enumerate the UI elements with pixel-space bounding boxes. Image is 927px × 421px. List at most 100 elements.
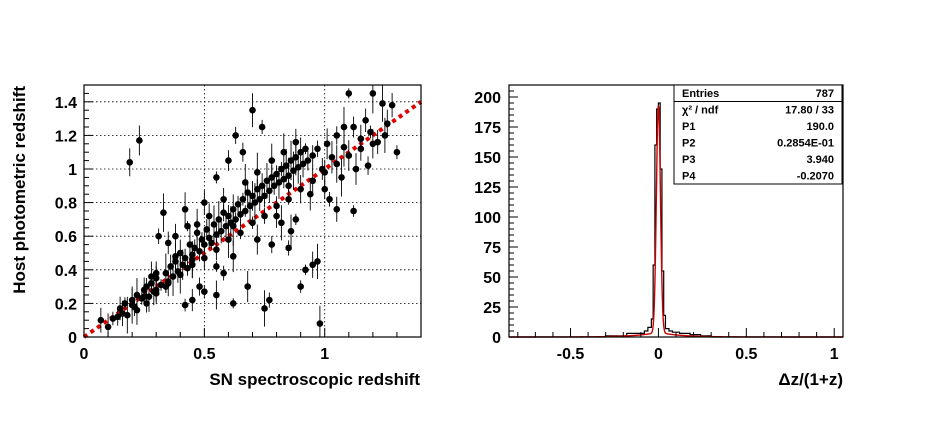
scatter-point [181, 254, 189, 262]
scatter-point [167, 263, 174, 270]
scatter-point [297, 283, 304, 290]
scatter-point [121, 300, 129, 307]
scatter-point [333, 206, 341, 213]
scatter-point [273, 212, 280, 220]
scatter-y-tick-label: 1.2 [55, 128, 77, 145]
scatter-point [126, 158, 134, 166]
scatter-y-ticks: 0 0.2 0.4 0.6 0.8 1 1.2 1.4 [55, 84, 93, 347]
scatter-point [302, 145, 309, 153]
histogram-y-tick-label: 200 [474, 90, 501, 107]
scatter-point [116, 305, 124, 312]
scatter-point [321, 185, 329, 193]
scatter-point [237, 229, 244, 237]
scatter-point [155, 232, 162, 240]
scatter-point [333, 160, 341, 168]
scatter-point [160, 209, 167, 216]
scatter-x-tick-label: 0.5 [193, 346, 215, 363]
scatter-point [251, 199, 259, 206]
scatter-point [350, 207, 357, 215]
scatter-point [273, 170, 280, 178]
scatter-point [393, 148, 401, 156]
scatter-point [176, 249, 184, 257]
scatter-point [309, 152, 316, 159]
scatter-point [384, 120, 391, 127]
stats-row-value: -0.2070 [797, 171, 834, 183]
scatter-point [239, 148, 247, 156]
scatter-point [273, 202, 280, 210]
scatter-point [275, 179, 283, 186]
histogram-x-axis-label: Δz/(1+z) [778, 370, 843, 389]
scatter-point [299, 160, 307, 168]
scatter-point [172, 253, 179, 260]
scatter-point [229, 300, 237, 307]
scatter-point [340, 143, 348, 151]
scatter-point [143, 283, 150, 290]
scatter-y-tick-label: 0.8 [55, 196, 77, 213]
scatter-point [184, 264, 191, 272]
stats-row-label: χ² / ndf [682, 105, 719, 117]
scatter-point [196, 248, 203, 255]
scatter-panel: 0 0.5 1 00.20.40.60.811.21.4 SN spectrosco… [10, 84, 423, 389]
scatter-point [290, 167, 297, 174]
scatter-point [164, 279, 172, 287]
scatter-point [285, 195, 292, 203]
scatter-point [229, 222, 237, 230]
scatter-point [176, 271, 184, 279]
histogram-y-tick-label: 100 [474, 210, 501, 227]
scatter-point [362, 116, 369, 124]
scatter-point [352, 165, 360, 173]
scatter-point [261, 192, 268, 200]
scatter-point [225, 157, 232, 164]
scatter-y-tick-label: 0.2 [55, 296, 77, 313]
scatter-point [136, 137, 143, 144]
scatter-point [379, 100, 386, 107]
scatter-point [152, 269, 160, 277]
scatter-point [232, 216, 239, 223]
scatter-point [133, 306, 141, 314]
scatter-point [345, 152, 353, 159]
scatter-y-tick-label: 0.4 [55, 263, 77, 280]
scatter-point [234, 200, 242, 208]
scatter-point [364, 162, 372, 169]
scatter-point [128, 301, 136, 309]
scatter-point [328, 153, 336, 161]
scatter-point [333, 132, 341, 139]
scatter-point [241, 179, 249, 186]
scatter-point [169, 273, 177, 280]
scatter-point [287, 157, 295, 164]
scatter-point [280, 175, 288, 183]
scatter-point [266, 296, 273, 304]
scatter-point [263, 177, 271, 185]
scatter-point [237, 211, 244, 218]
histogram-y-tick-label: 75 [483, 240, 501, 257]
scatter-point [338, 174, 345, 181]
scatter-point [340, 123, 348, 131]
scatter-point [316, 320, 324, 327]
scatter-point [314, 258, 321, 265]
stats-row-label: Entries [682, 88, 719, 100]
histogram-x-tick-label: -0.5 [557, 346, 585, 363]
scatter-point [321, 169, 329, 176]
scatter-point [164, 239, 172, 247]
scatter-point [172, 232, 179, 240]
scatter-point [205, 234, 213, 242]
scatter-point [213, 246, 220, 253]
scatter-point [381, 132, 389, 139]
scatter-point [268, 157, 276, 164]
scatter-point [213, 291, 220, 299]
scatter-y-tick-label: 1 [68, 162, 77, 179]
histogram-y-tick-label: 175 [474, 120, 501, 137]
stats-row-value: 0.2854E-01 [777, 138, 834, 150]
scatter-point [256, 195, 264, 203]
scatter-point [270, 182, 278, 190]
scatter-point [186, 241, 194, 248]
scatter-point [249, 219, 256, 227]
stats-row-value: 17.80 / 33 [785, 105, 834, 117]
scatter-point [104, 323, 112, 331]
scatter-point [198, 236, 206, 243]
histogram-steps [509, 102, 843, 338]
scatter-point [220, 195, 227, 203]
scatter-point [196, 283, 203, 290]
scatter-y-tick-label: 0.6 [55, 229, 77, 246]
scatter-point [292, 138, 300, 146]
